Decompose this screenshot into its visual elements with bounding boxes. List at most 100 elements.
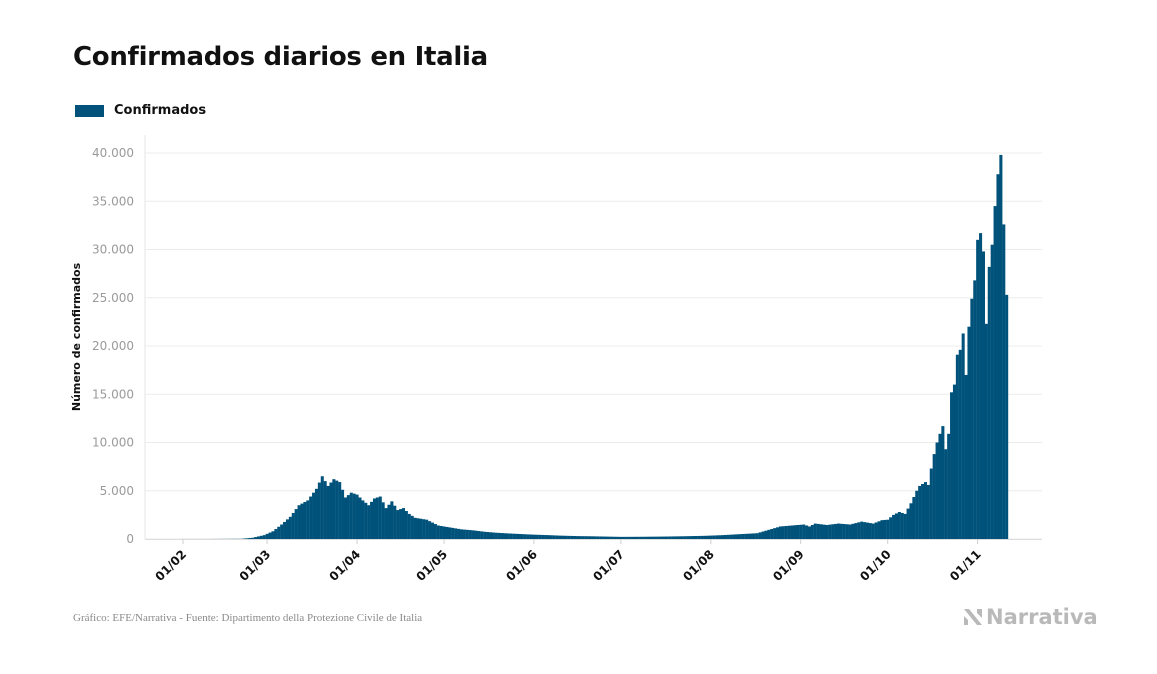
data-bar	[773, 528, 777, 539]
data-bar	[979, 233, 983, 539]
data-bar	[915, 490, 919, 539]
data-bar	[486, 532, 490, 539]
data-bar	[761, 531, 765, 539]
data-bar	[320, 476, 324, 539]
data-bar	[602, 536, 606, 539]
data-bar	[622, 536, 626, 539]
data-bar	[877, 521, 881, 539]
narrativa-logo-icon	[964, 609, 982, 625]
data-bar	[448, 527, 452, 539]
data-bar	[259, 535, 263, 539]
data-bar	[361, 500, 365, 539]
data-bar	[332, 479, 336, 539]
data-bar	[500, 533, 504, 539]
data-bar	[926, 484, 930, 539]
x-tick-label: 01/02	[153, 547, 190, 584]
data-bar	[793, 525, 797, 539]
y-tick-label: 25.000	[92, 291, 134, 305]
data-bar	[538, 534, 542, 539]
data-bar	[718, 535, 722, 539]
data-bar	[607, 536, 611, 539]
x-tick-label: 01/06	[503, 547, 540, 584]
data-bar	[358, 497, 362, 539]
data-bar	[480, 531, 484, 539]
data-bar	[903, 513, 907, 539]
data-bar	[610, 536, 614, 539]
data-bar	[892, 514, 896, 540]
data-bar	[561, 535, 565, 539]
data-bar	[999, 154, 1003, 539]
data-bar	[549, 535, 553, 539]
data-bar	[433, 524, 437, 539]
data-bar	[523, 534, 527, 539]
data-bar	[660, 536, 664, 539]
data-bar	[364, 502, 368, 539]
x-tick-label: 01/08	[680, 547, 717, 584]
y-tick-label: 10.000	[92, 436, 134, 450]
data-bar	[993, 206, 997, 539]
data-bar	[964, 374, 968, 539]
data-bar	[317, 482, 321, 539]
data-bar	[454, 528, 458, 539]
data-bar	[636, 536, 640, 539]
data-bar	[744, 533, 748, 539]
data-bar	[970, 298, 974, 539]
data-bar	[973, 280, 977, 539]
data-bar	[1002, 224, 1006, 539]
data-bar	[950, 392, 954, 539]
y-tick-label: 20.000	[92, 339, 134, 353]
data-bar	[645, 536, 649, 539]
x-tick-label: 01/10	[857, 547, 894, 584]
data-bar	[668, 536, 672, 539]
data-bar	[883, 519, 887, 539]
data-bar	[712, 535, 716, 539]
data-bar	[506, 533, 510, 539]
data-bar	[813, 523, 817, 539]
data-bar	[671, 536, 675, 539]
data-bar	[842, 524, 846, 539]
data-bar	[352, 493, 356, 539]
x-tick-label: 01/05	[414, 547, 451, 584]
data-bar	[465, 529, 469, 539]
data-bar	[633, 536, 637, 539]
data-bar	[764, 530, 768, 539]
data-bar	[399, 509, 403, 539]
data-bar	[497, 532, 501, 539]
data-bar	[958, 349, 962, 539]
data-bar	[703, 535, 707, 539]
data-bar	[526, 534, 530, 539]
data-bar	[451, 527, 455, 539]
data-bar	[488, 532, 492, 539]
data-bar	[346, 495, 350, 539]
data-bar	[404, 511, 408, 539]
data-bar	[552, 535, 556, 539]
data-bar	[648, 536, 652, 539]
data-bar	[790, 525, 794, 539]
legend-label: Confirmados	[114, 103, 207, 118]
x-tick-label: 01/04	[327, 547, 364, 584]
data-bar	[819, 524, 823, 539]
data-bar	[271, 531, 275, 539]
data-bar	[955, 354, 959, 539]
data-bar	[625, 536, 629, 539]
data-bar	[254, 537, 258, 539]
data-bar	[799, 524, 803, 539]
data-bar	[294, 509, 298, 539]
data-bar	[784, 525, 788, 539]
data-bar	[256, 536, 260, 539]
data-bar	[996, 174, 1000, 540]
data-bar	[929, 468, 933, 539]
data-bar	[329, 482, 333, 539]
data-bar	[314, 488, 318, 539]
data-bar	[578, 536, 582, 539]
data-bar	[631, 536, 635, 539]
data-bar	[689, 536, 693, 539]
data-bar	[894, 513, 898, 539]
data-bar	[529, 534, 533, 539]
data-bar	[375, 497, 379, 539]
data-bar	[494, 532, 498, 539]
data-bar	[541, 534, 545, 539]
data-bar	[616, 536, 620, 539]
data-bar	[338, 482, 342, 539]
data-bar	[857, 522, 861, 539]
